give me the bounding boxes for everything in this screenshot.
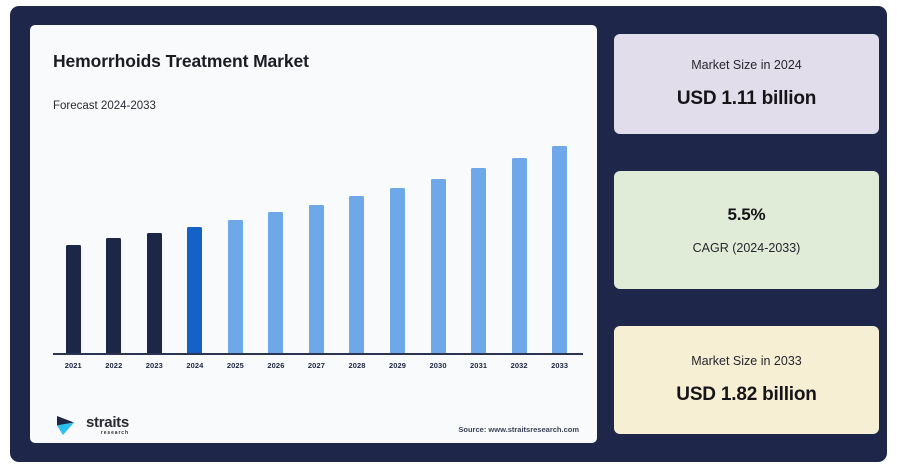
bar-slot bbox=[175, 125, 216, 353]
bar-2030[interactable] bbox=[430, 178, 446, 353]
bar-slot bbox=[215, 125, 256, 353]
bar-slot bbox=[418, 125, 459, 353]
bar-2028[interactable] bbox=[349, 195, 365, 353]
bar-2022[interactable] bbox=[106, 237, 122, 353]
x-tick-2030: 2030 bbox=[429, 361, 447, 370]
straits-research-arrow-logo-icon bbox=[57, 416, 74, 435]
x-tick-2023: 2023 bbox=[145, 361, 163, 370]
x-axis-tick-labels: 2021 2022 2023 2024 2025 2026 2027 2028 2029 2030… bbox=[53, 361, 580, 370]
source-attribution: Source: www.straitsresearch.com bbox=[458, 425, 579, 434]
bar-slot bbox=[94, 125, 135, 353]
x-tick-2028: 2028 bbox=[348, 361, 366, 370]
logo-wordmark-wrap: straits research bbox=[86, 415, 129, 436]
bar-slot bbox=[134, 125, 175, 353]
x-tick-2027: 2027 bbox=[307, 361, 325, 370]
bar-slot bbox=[53, 125, 94, 353]
x-tick-2022: 2022 bbox=[105, 361, 123, 370]
stat-card-value: USD 1.11 billion bbox=[676, 88, 817, 109]
bar-chart-plot-area bbox=[53, 125, 580, 353]
x-tick-2033: 2033 bbox=[551, 361, 569, 370]
bar-slot bbox=[337, 125, 378, 353]
bar-2026[interactable] bbox=[268, 211, 284, 353]
bar-slot bbox=[256, 125, 297, 353]
bar-2025[interactable] bbox=[227, 219, 243, 353]
logo-wordmark: straits bbox=[86, 413, 129, 431]
bar-2023[interactable] bbox=[146, 233, 162, 353]
page-title: Hemorrhoids Treatment Market bbox=[53, 51, 309, 71]
bar-2029[interactable] bbox=[390, 187, 406, 353]
bar-slot bbox=[539, 125, 580, 353]
bar-2021[interactable] bbox=[65, 244, 81, 353]
bar-2027[interactable] bbox=[308, 204, 324, 353]
bar-slot bbox=[296, 125, 337, 353]
x-tick-2032: 2032 bbox=[510, 361, 528, 370]
logo-subword: research bbox=[100, 429, 129, 436]
bar-2033[interactable] bbox=[552, 145, 568, 353]
bar-2031[interactable] bbox=[471, 168, 487, 353]
x-tick-2024: 2024 bbox=[186, 361, 204, 370]
x-tick-2025: 2025 bbox=[226, 361, 244, 370]
stat-card-market-size-2033: Market Size in 2033 USD 1.82 billion bbox=[614, 326, 879, 434]
x-tick-2026: 2026 bbox=[267, 361, 285, 370]
x-axis-line bbox=[53, 353, 583, 355]
brand-logo: straits research bbox=[56, 412, 129, 438]
stat-card-value: USD 1.82 billion bbox=[676, 384, 817, 405]
bar-slot bbox=[499, 125, 540, 353]
x-tick-2031: 2031 bbox=[470, 361, 488, 370]
bar-slot bbox=[377, 125, 418, 353]
chart-subtitle: Forecast 2024-2033 bbox=[53, 100, 156, 112]
chart-card: Hemorrhoids Treatment Market Forecast 20… bbox=[30, 25, 597, 443]
stat-card-label: CAGR (2024-2033) bbox=[692, 241, 801, 255]
bar-2024[interactable] bbox=[187, 226, 203, 353]
bar-series bbox=[53, 125, 580, 353]
infographic-panel: Hemorrhoids Treatment Market Forecast 20… bbox=[10, 6, 887, 462]
stat-card-label: Market Size in 2033 bbox=[691, 354, 802, 368]
x-tick-2029: 2029 bbox=[388, 361, 407, 370]
stat-card-label: Market Size in 2024 bbox=[691, 58, 802, 72]
bar-2032[interactable] bbox=[511, 158, 527, 353]
x-tick-2021: 2021 bbox=[64, 361, 82, 370]
stat-card-cagr: 5.5% CAGR (2024-2033) bbox=[614, 171, 879, 289]
stat-card-value: 5.5% bbox=[727, 205, 766, 224]
bar-slot bbox=[458, 125, 499, 353]
stat-card-market-size-2024: Market Size in 2024 USD 1.11 billion bbox=[614, 34, 879, 134]
